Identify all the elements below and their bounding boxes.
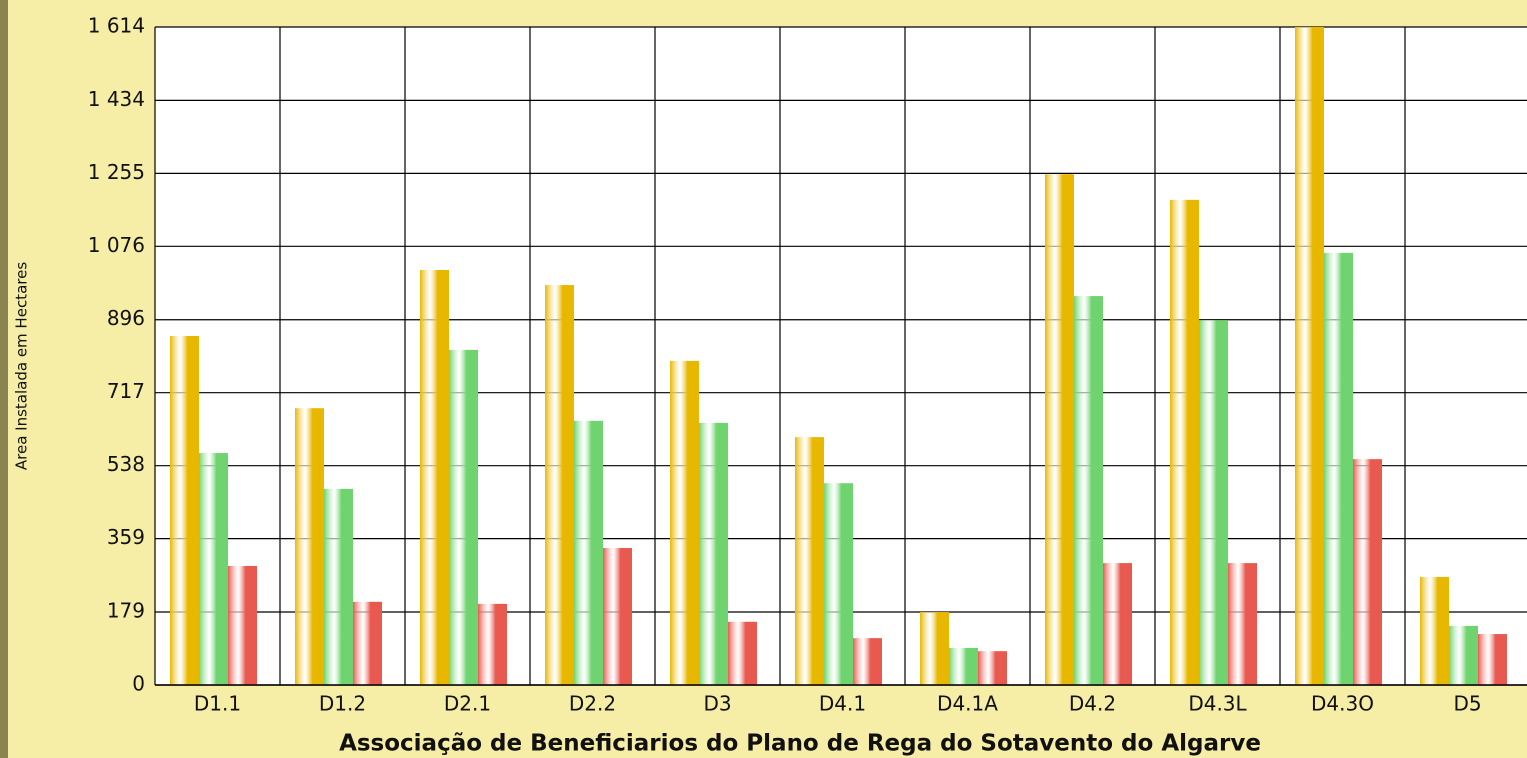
bar [1420,576,1449,685]
bar [1045,174,1074,686]
bar [1324,252,1353,685]
bar [170,336,199,685]
y-tick-label: 538 [107,452,145,476]
x-tick-label: D4.1A [937,692,998,716]
x-axis-label: Associação de Beneficiarios do Plano de … [339,731,1261,757]
bar [670,360,699,685]
x-tick-label: D4.3O [1311,692,1374,716]
bar [1295,27,1324,685]
y-tick-label: 1 434 [88,87,145,111]
bar [824,483,853,685]
bar [324,488,353,685]
bar [420,269,449,685]
bar [228,565,257,685]
x-tick-label: D4.2 [1069,692,1116,716]
y-tick-label: 896 [107,306,145,330]
x-tick-label: D1.1 [194,692,241,716]
left-strip [0,0,8,758]
y-axis-label: Area Instalada em Hectares [13,262,31,470]
y-tick-label: 0 [132,672,145,696]
bar [545,285,574,685]
bar [199,453,228,685]
x-tick-label: D1.2 [319,692,366,716]
bar [295,408,324,685]
x-tick-label: D4.1 [819,692,866,716]
bar [1199,320,1228,685]
bar [574,420,603,685]
bar [603,548,632,685]
y-tick-label: 1 255 [88,160,145,184]
x-tick-label: D3 [703,692,731,716]
bar [699,422,728,685]
bar [1228,563,1257,685]
bar [920,612,949,685]
bar [1449,625,1478,685]
bar [1170,199,1199,686]
bar [1478,634,1507,685]
x-tick-label: D5 [1453,692,1481,716]
y-tick-label: 717 [107,379,145,403]
y-tick-label: 359 [107,525,145,549]
y-tick-label: 1 614 [88,14,145,38]
bar [1353,459,1382,685]
bar [728,621,757,685]
bar [853,638,882,685]
bar [949,647,978,685]
bar [978,651,1007,685]
bar [1074,296,1103,685]
bar [353,601,382,685]
y-tick-label: 179 [107,599,145,623]
bar [478,603,507,685]
x-tick-label: D4.3L [1188,692,1247,716]
bar [795,437,824,685]
bar [449,349,478,685]
y-tick-label: 1 076 [88,233,145,257]
x-tick-label: D2.2 [569,692,616,716]
bar [1103,563,1132,685]
x-tick-label: D2.1 [444,692,491,716]
